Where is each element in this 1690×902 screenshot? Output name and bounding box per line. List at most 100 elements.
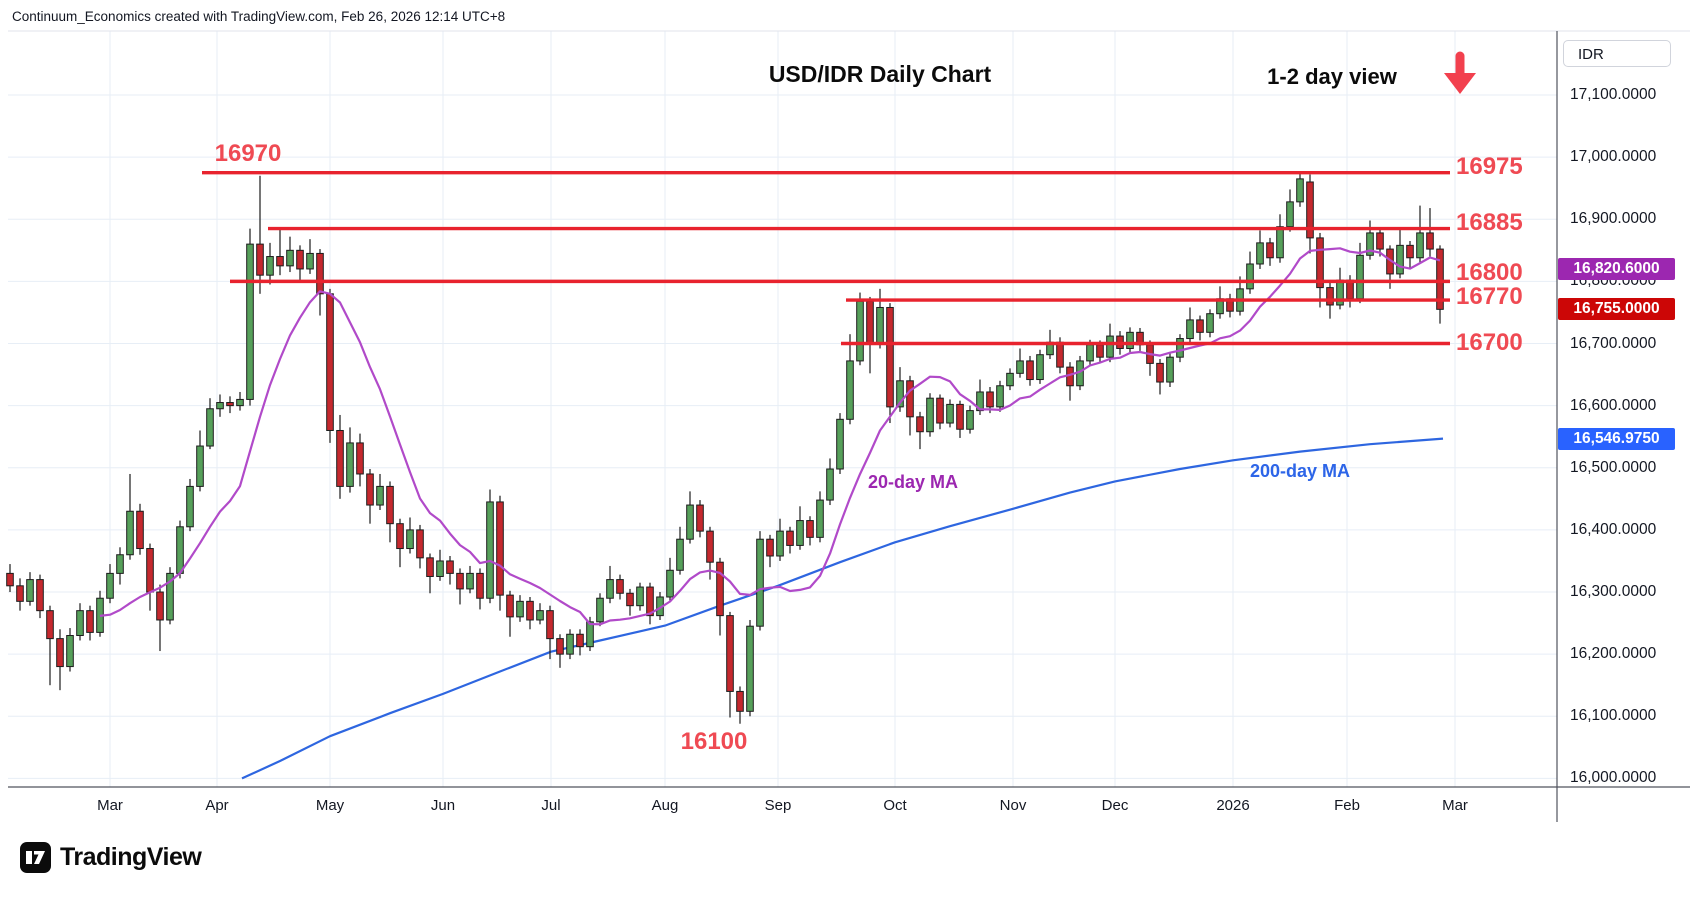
candle-body [466,572,474,590]
candle [66,628,74,672]
price-tick-label: 16,400.0000 [1570,520,1657,538]
month-label-Dec: Dec [1101,797,1129,814]
candle-body [1406,244,1414,259]
candle-body [1276,226,1284,259]
candle-body [1126,331,1134,349]
candle [1176,334,1184,363]
candle-body [1206,313,1214,333]
candle [1136,327,1144,351]
month-label-2026: 2026 [1216,797,1250,814]
candle-body [1286,201,1294,228]
candle [1296,172,1304,207]
candle-body [1396,244,1404,275]
candle-body [936,397,944,424]
candle [1166,352,1174,387]
candle-body [1366,232,1374,256]
candle-body [306,252,314,270]
candle-body [946,403,954,424]
candle-body [386,485,394,525]
price-tick-label: 17,000.0000 [1570,148,1657,166]
candle-body [16,585,24,602]
candle [106,564,114,604]
candle-body [326,293,334,431]
candle-body [146,548,154,593]
candle [1226,293,1234,318]
candle-body [1436,248,1444,310]
candle-body [1326,287,1334,306]
candle-body [286,249,294,267]
candle [116,547,124,585]
candle-body [626,592,634,607]
candle-body [196,445,204,487]
candle [626,588,634,616]
candle [1036,349,1044,384]
tradingview-footer-link[interactable]: TradingView [20,842,202,873]
price-tick-label: 16,700.0000 [1570,334,1657,352]
candle [236,391,244,411]
candle-body [716,561,724,617]
candle-body [6,572,14,587]
candle-body [426,557,434,577]
candle [676,526,684,575]
tradingview-logo-icon [20,842,51,873]
candle [966,405,974,434]
candle-body [496,501,504,596]
candle [526,596,534,630]
candle [516,595,524,622]
candle-body [926,397,934,433]
candle [86,605,94,641]
candle-body [816,499,824,538]
candle [426,553,434,594]
candle-body [346,442,354,487]
candle [376,473,384,511]
candle [906,375,914,436]
candle-body [266,256,274,276]
candle [1066,362,1074,401]
candle [826,458,834,506]
candle [666,557,674,602]
level-lines [202,170,1450,346]
currency-selector[interactable]: IDR [1563,40,1671,67]
candle [606,565,614,604]
candle [536,603,544,625]
candle [876,288,884,349]
price-tick-label: 16,600.0000 [1570,396,1657,414]
candle-body [1096,344,1104,358]
candle-body [996,385,1004,408]
down-arrow-icon [1444,51,1476,94]
month-label-Nov: Nov [999,797,1027,814]
candle [1306,174,1314,254]
candle [306,239,314,274]
candle [1426,208,1434,257]
candle [276,228,284,276]
candle [246,228,254,406]
price-tick-label: 16,500.0000 [1570,458,1657,476]
candle-body [846,360,854,420]
candle-body [186,485,194,528]
price-tick-label: 16,200.0000 [1570,645,1657,663]
candle [886,303,894,424]
candle [546,605,554,660]
candle [646,582,654,625]
candle [736,686,744,724]
candle [576,629,584,656]
candle [346,427,354,493]
month-label-Oct: Oct [883,797,907,814]
candle-body [986,391,994,408]
candle [636,582,644,611]
candle [96,590,104,637]
candle-body [786,530,794,546]
candle-body [1006,372,1014,387]
candle-body [596,597,604,623]
annotation-16100: 16100 [680,728,748,755]
candle-body [46,610,54,640]
candle [446,555,454,585]
candle [1396,228,1404,279]
ma20-line [99,247,1441,626]
candle-body [1156,362,1164,383]
candle-body [966,410,974,430]
candle-body [706,530,714,563]
candle-body [316,252,324,295]
